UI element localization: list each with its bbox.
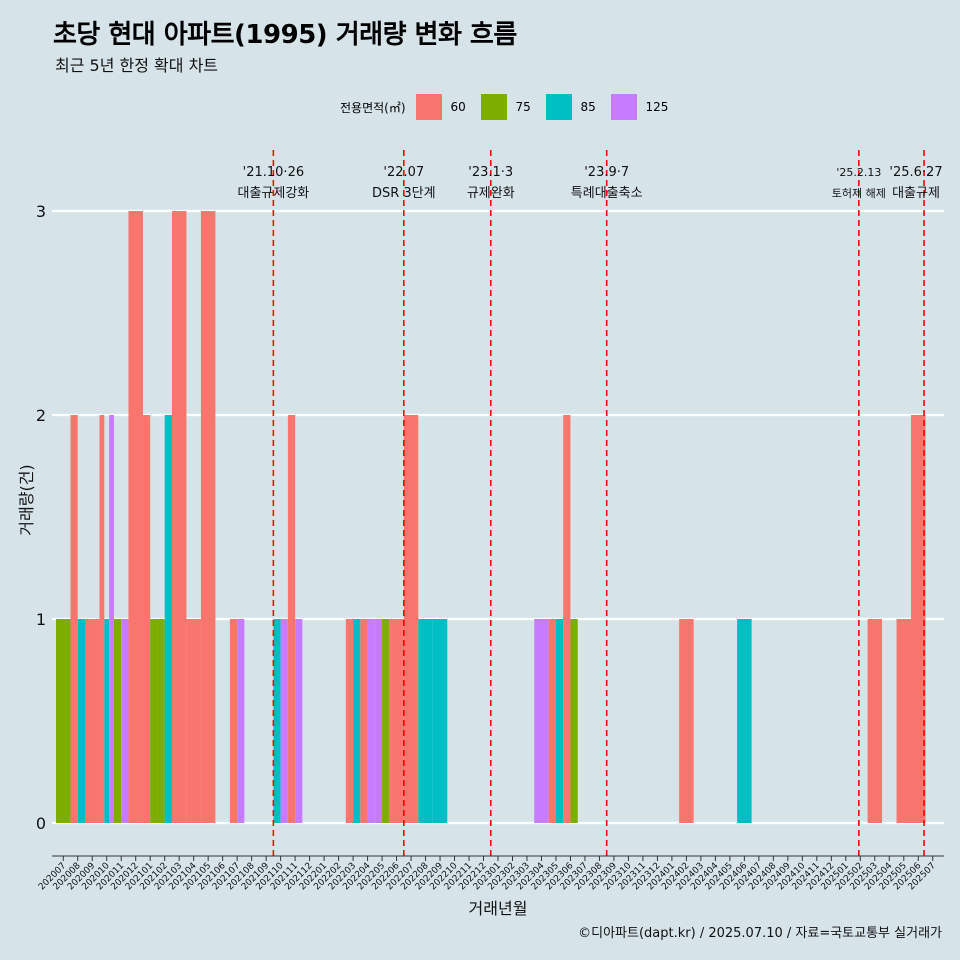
annotations: '21.10·26 대출규제강화 '22.07 DSR 3단계 '23.1·3 규제완화 '…	[237, 150, 943, 858]
bar-202105-60	[200, 211, 216, 823]
y-tick-label: 1	[36, 610, 46, 629]
bar-202107-125	[237, 619, 245, 823]
bar-202305-60	[548, 619, 556, 823]
chart-caption: ©디아파트(dapt.kr) / 2025.07.10 / 자료=국토교통부 실…	[578, 926, 942, 941]
event-name-label: 토허제 해제	[832, 186, 886, 200]
bar-202204-60	[360, 619, 368, 823]
event-date-label: '25.6·27	[889, 165, 942, 180]
bar-202012-60	[128, 211, 143, 823]
bar-202205-75	[382, 619, 390, 823]
bar-202203-60	[345, 619, 354, 823]
legend-swatch-60	[415, 94, 442, 120]
bar-202305-85	[555, 619, 564, 823]
event-name-label: 대출규제	[892, 186, 940, 201]
bar-202503-60	[867, 619, 883, 823]
bar-202101-75	[150, 619, 158, 823]
event-date-label: '23.1·3	[468, 165, 513, 180]
legend-label-85: 85	[580, 100, 596, 114]
bar-202008-60	[70, 415, 78, 823]
bar-202007-75	[56, 619, 71, 823]
bar-202306-60	[563, 415, 571, 823]
bar-202107-60	[229, 619, 238, 823]
bar-202110-85	[273, 619, 281, 823]
bar-202209-85	[432, 619, 448, 823]
bar-202011-75	[113, 619, 122, 823]
bar-202204-125	[367, 619, 375, 823]
bar-202402-60	[679, 619, 694, 823]
bar-202208-85	[418, 619, 433, 823]
chart-subtitle: 최근 5년 한정 확대 차트	[55, 56, 219, 75]
bar-202207-60	[403, 415, 419, 823]
bar-202101-60	[142, 415, 151, 823]
bar-202102-85	[164, 415, 172, 823]
bar-202009-60	[84, 619, 100, 823]
bar-202102-75	[157, 619, 165, 823]
y-tick-label: 2	[36, 406, 46, 425]
legend-label-75: 75	[515, 100, 531, 114]
bars	[56, 211, 926, 823]
event-date-label: '23.9·7	[584, 165, 629, 180]
x-axis-title: 거래년월	[469, 899, 528, 918]
bar-202010-85	[104, 619, 110, 823]
event-name-label: DSR 3단계	[372, 186, 436, 201]
legend-title: 전용면적(㎡)	[340, 100, 406, 115]
bar-202010-60	[99, 415, 105, 823]
bar-202506-60	[911, 415, 926, 823]
event-date-label: '21.10·26	[243, 165, 304, 180]
bar-202203-85	[353, 619, 361, 823]
bar-202011-125	[121, 619, 129, 823]
bar-202104-60	[186, 619, 201, 823]
event-date-label: '25.2.13	[836, 166, 881, 179]
bar-202111-125	[295, 619, 303, 823]
bar-202010-125	[109, 415, 114, 823]
legend: 전용면적(㎡) 60 75 85 125	[340, 93, 678, 121]
legend-item-75: 75	[480, 94, 536, 120]
bar-202304-125	[534, 619, 549, 823]
legend-swatch-125	[610, 94, 637, 120]
legend-item-85: 85	[545, 94, 601, 120]
bar-202111-60	[287, 415, 296, 823]
bar-202306-75	[570, 619, 578, 823]
legend-label-125: 125	[645, 100, 669, 114]
bar-202110-125	[280, 619, 288, 823]
legend-label-60: 60	[450, 100, 466, 114]
bar-202206-60	[389, 619, 404, 823]
bar-202008-85	[77, 619, 85, 823]
bar-202505-60	[896, 619, 912, 823]
legend-item-125: 125	[610, 94, 669, 120]
legend-item-60: 60	[415, 94, 471, 120]
event-name-label: 규제완화	[467, 186, 515, 201]
y-tick-label: 3	[36, 202, 46, 221]
event-name-label: 대출규제강화	[237, 186, 309, 201]
bar-202103-60	[171, 211, 187, 823]
legend-swatch-85	[545, 94, 572, 120]
y-axis-title: 거래량(건)	[17, 464, 36, 535]
y-tick-label: 0	[36, 814, 46, 833]
bar-202406-85	[737, 619, 752, 823]
chart-title: 초당 현대 아파트(1995) 거래량 변화 흐름	[53, 20, 517, 50]
bar-202205-125	[374, 619, 383, 823]
event-date-label: '22.07	[383, 165, 424, 180]
legend-swatch-75	[480, 94, 507, 120]
event-name-label: 특례대출축소	[571, 186, 643, 201]
